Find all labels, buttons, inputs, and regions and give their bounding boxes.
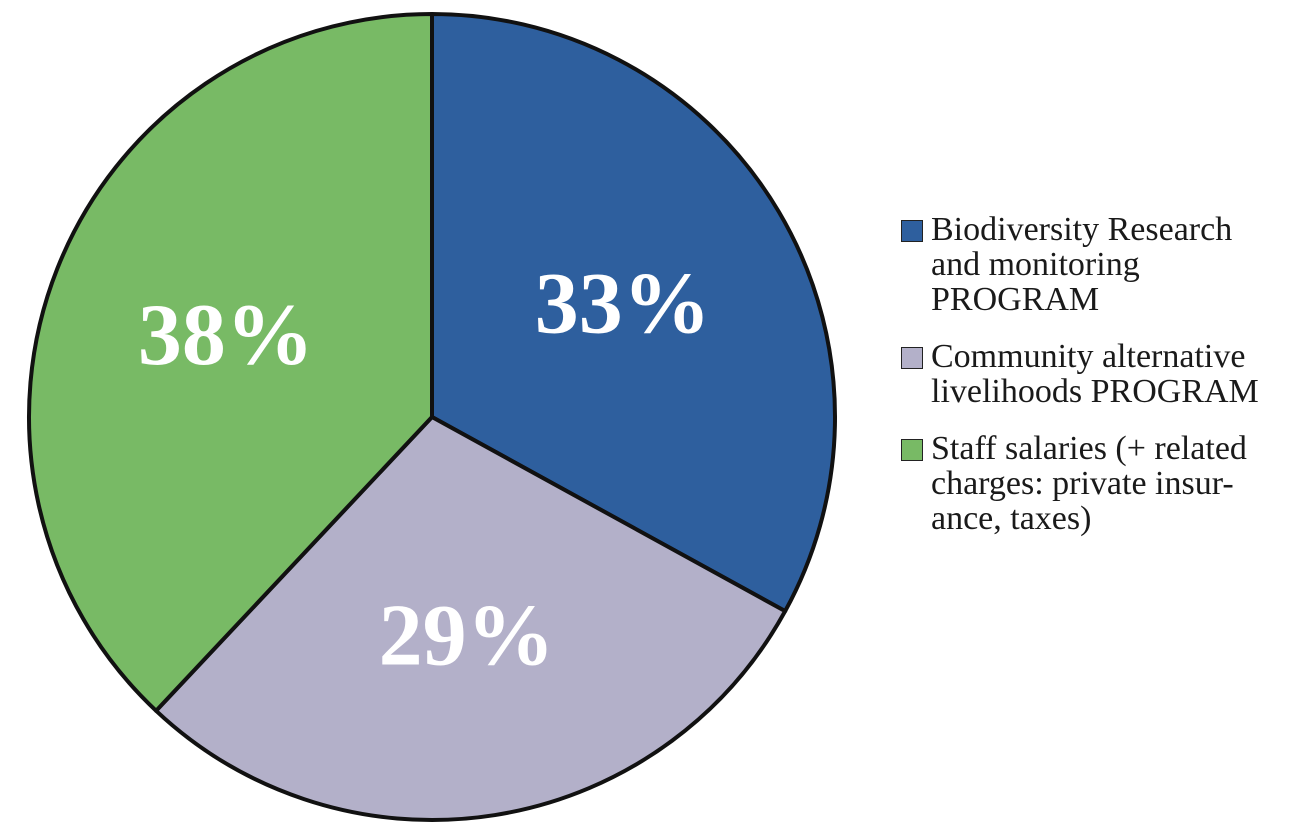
- pie-data-label: 29%: [379, 587, 555, 684]
- legend-label-line: ance, taxes): [931, 500, 1092, 537]
- pie-slice: [430, 12, 837, 614]
- legend-item: Staff salaries (+ related charges: privat…: [895, 431, 1295, 536]
- legend-item: Biodiversity Research and monitoring PROGR…: [895, 212, 1295, 317]
- legend-label-line: livelihoods PROGRAM: [931, 373, 1259, 410]
- pie-data-label: 38%: [138, 287, 314, 384]
- legend-label-line: Biodiversity Research: [931, 211, 1233, 248]
- pie-data-label: 33%: [535, 256, 711, 353]
- legend-label-line: Staff salaries (+ related: [931, 430, 1247, 467]
- pie-slices: [27, 12, 837, 822]
- pie-slice: [154, 415, 788, 822]
- legend-label-line: Community alternative: [931, 338, 1246, 375]
- legend-item: Community alternative livelihoods PROGRAM: [895, 339, 1295, 409]
- legend-label-line: and monitoring: [931, 246, 1140, 283]
- legend-label-line: charges: private insur-: [931, 465, 1234, 502]
- legend-swatch: [901, 439, 923, 461]
- legend-label-line: PROGRAM: [931, 281, 1100, 318]
- pie-data-labels: 33% 29% 38%: [138, 256, 711, 685]
- pie-slice: [27, 12, 434, 713]
- legend-swatch: [901, 347, 923, 369]
- legend-swatch: [901, 220, 923, 242]
- legend: Biodiversity Research and monitoring PROGR…: [895, 212, 1295, 558]
